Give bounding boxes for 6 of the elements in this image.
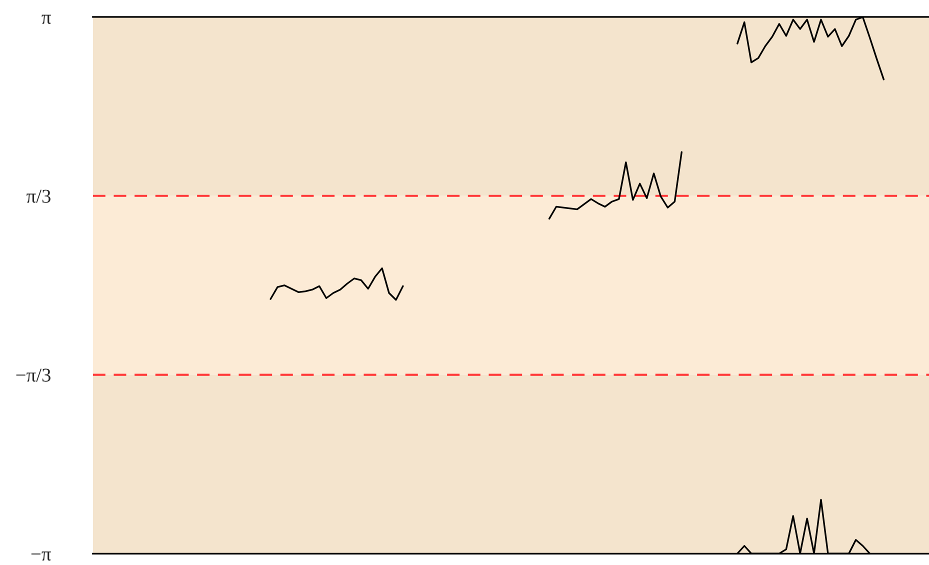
y-tick-label: −π: [31, 552, 51, 561]
y-tick-label: −π/3: [16, 368, 50, 382]
y-tick-label: π/3: [26, 190, 50, 203]
line-series: [270, 267, 404, 301]
line-series: [548, 151, 682, 220]
y-tick-label: π: [42, 14, 51, 24]
